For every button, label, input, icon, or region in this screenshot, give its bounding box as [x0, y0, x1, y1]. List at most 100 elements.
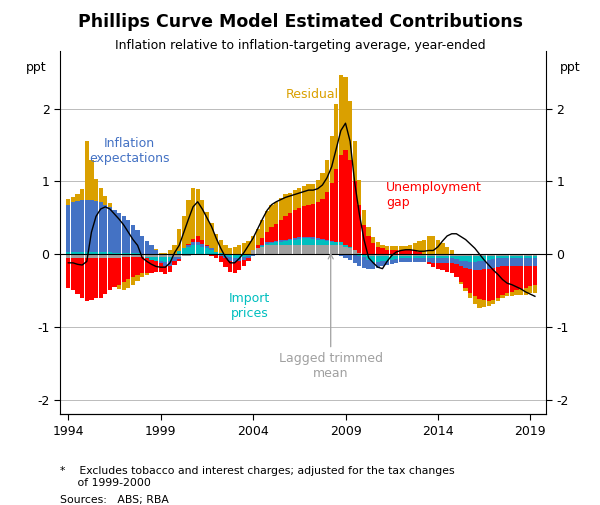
- Bar: [247, 258, 251, 261]
- Bar: [274, 202, 278, 224]
- Bar: [311, 184, 315, 204]
- Bar: [158, 262, 163, 263]
- Bar: [524, 266, 528, 287]
- Bar: [85, 258, 89, 301]
- Bar: [362, 225, 366, 254]
- Bar: [76, 254, 80, 258]
- Bar: [205, 246, 209, 248]
- Bar: [329, 135, 334, 183]
- Bar: [163, 267, 167, 274]
- Bar: [140, 257, 145, 273]
- Bar: [126, 257, 130, 279]
- Bar: [509, 266, 514, 292]
- Text: Unemployment
gap: Unemployment gap: [386, 181, 482, 210]
- Bar: [427, 254, 431, 257]
- Bar: [112, 252, 116, 254]
- Bar: [283, 216, 287, 239]
- Bar: [500, 257, 505, 258]
- Bar: [371, 243, 376, 254]
- Bar: [200, 247, 205, 254]
- Bar: [399, 259, 403, 262]
- Bar: [445, 254, 449, 257]
- Bar: [182, 254, 186, 257]
- Bar: [209, 255, 214, 257]
- Bar: [482, 300, 486, 307]
- Bar: [149, 245, 154, 254]
- Bar: [131, 252, 135, 254]
- Bar: [427, 236, 431, 254]
- Bar: [334, 169, 338, 242]
- Bar: [307, 184, 311, 205]
- Bar: [431, 257, 436, 258]
- Bar: [136, 257, 140, 275]
- Bar: [196, 242, 200, 245]
- Bar: [191, 242, 195, 245]
- Bar: [260, 245, 265, 246]
- Bar: [71, 196, 75, 203]
- Bar: [85, 141, 89, 199]
- Bar: [320, 240, 325, 245]
- Bar: [122, 216, 126, 252]
- Bar: [533, 258, 537, 267]
- Bar: [478, 299, 482, 308]
- Bar: [247, 257, 251, 258]
- Bar: [473, 262, 477, 270]
- Bar: [367, 227, 371, 236]
- Bar: [307, 238, 311, 245]
- Bar: [279, 245, 283, 254]
- Bar: [187, 244, 191, 245]
- Bar: [329, 183, 334, 241]
- Bar: [126, 252, 130, 254]
- Bar: [98, 203, 103, 252]
- Bar: [131, 277, 135, 285]
- Bar: [140, 236, 145, 254]
- Bar: [440, 258, 445, 263]
- Bar: [293, 239, 297, 245]
- Bar: [214, 255, 218, 259]
- Bar: [491, 300, 496, 305]
- Bar: [71, 203, 75, 252]
- Bar: [524, 258, 528, 266]
- Bar: [145, 241, 149, 254]
- Bar: [85, 199, 89, 252]
- Bar: [385, 246, 389, 250]
- Bar: [233, 262, 237, 273]
- Bar: [302, 186, 306, 206]
- Bar: [177, 254, 181, 257]
- Bar: [389, 254, 394, 257]
- Bar: [413, 250, 417, 254]
- Bar: [445, 258, 449, 263]
- Bar: [89, 254, 94, 258]
- Bar: [80, 252, 85, 254]
- Bar: [394, 254, 398, 257]
- Bar: [403, 259, 407, 262]
- Bar: [112, 254, 116, 258]
- Text: Import
prices: Import prices: [229, 292, 270, 320]
- Bar: [265, 245, 269, 254]
- Bar: [399, 257, 403, 259]
- Bar: [459, 261, 463, 267]
- Bar: [491, 254, 496, 257]
- Bar: [288, 193, 292, 214]
- Bar: [242, 255, 246, 257]
- Bar: [279, 240, 283, 242]
- Bar: [449, 257, 454, 258]
- Bar: [140, 254, 145, 257]
- Bar: [293, 190, 297, 211]
- Bar: [172, 254, 176, 257]
- Bar: [353, 181, 357, 250]
- Bar: [103, 196, 107, 205]
- Bar: [209, 223, 214, 248]
- Bar: [348, 247, 352, 248]
- Bar: [357, 180, 361, 206]
- Bar: [422, 239, 426, 254]
- Bar: [200, 254, 205, 255]
- Bar: [427, 257, 431, 258]
- Bar: [376, 262, 380, 268]
- Bar: [422, 259, 426, 262]
- Bar: [131, 254, 135, 257]
- Bar: [343, 254, 347, 258]
- Bar: [362, 257, 366, 268]
- Bar: [214, 234, 218, 252]
- Bar: [265, 242, 269, 244]
